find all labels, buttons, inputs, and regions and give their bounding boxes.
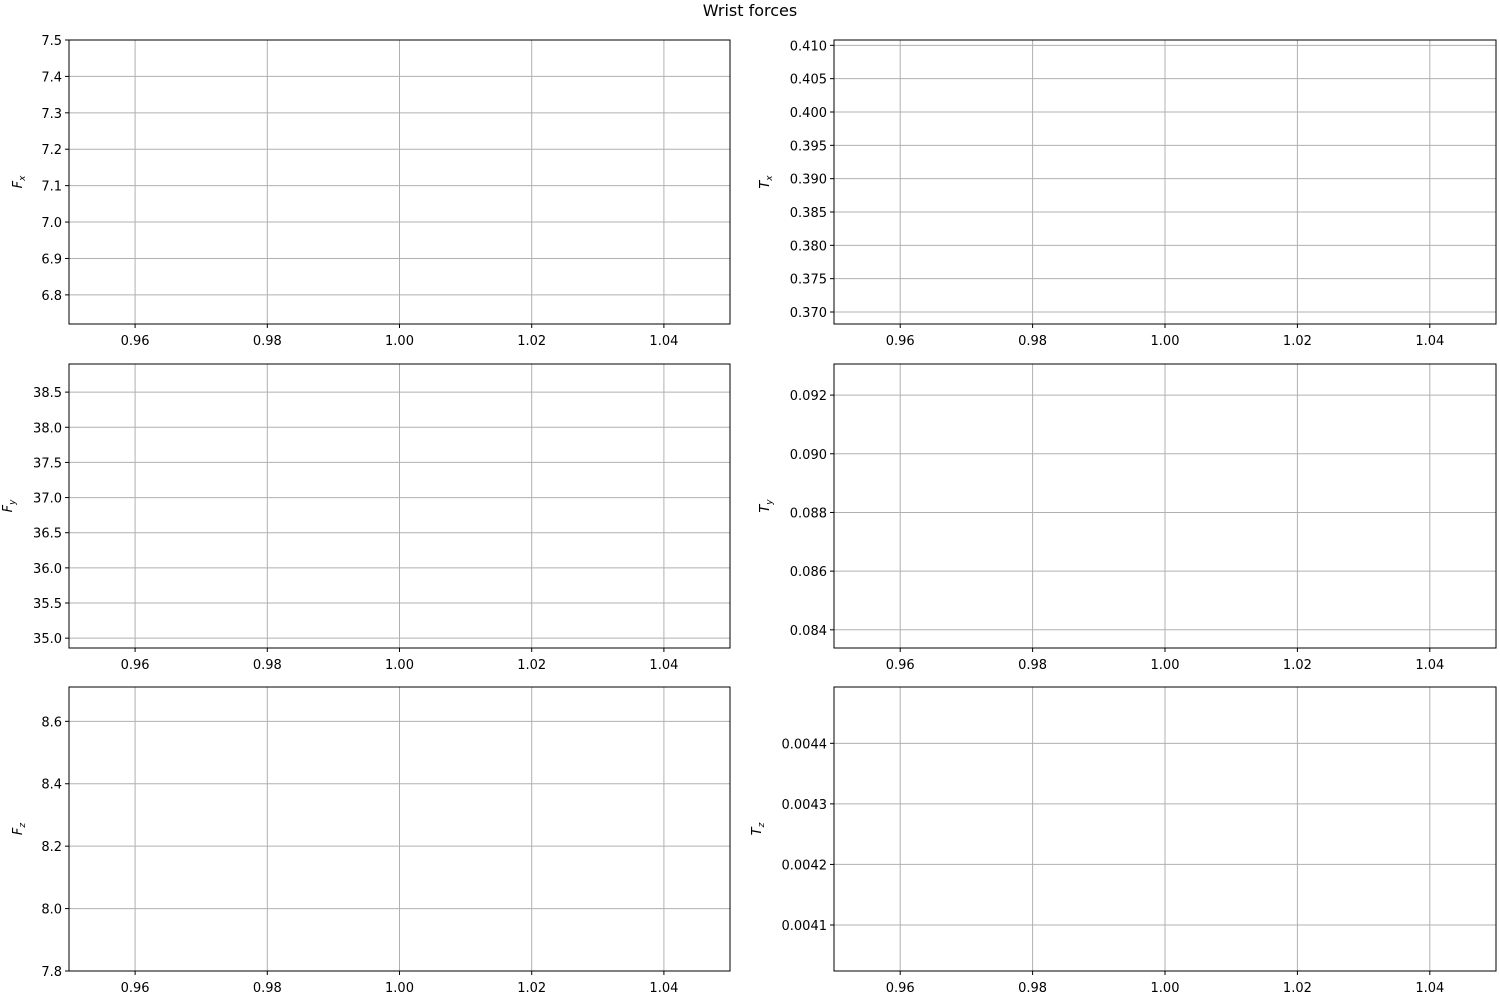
y-tick-label: 37.5	[33, 456, 62, 471]
x-tick-label: 1.00	[385, 334, 414, 349]
x-tick-label: 0.98	[1018, 981, 1047, 996]
y-tick-label: 8.0	[41, 903, 62, 918]
y-axis-label-base: T	[758, 180, 773, 189]
y-axis-label-base: F	[11, 180, 26, 188]
x-tick-label: 0.98	[1018, 658, 1047, 673]
y-tick-label: 6.8	[41, 289, 62, 304]
x-tick-label: 0.96	[886, 334, 915, 349]
x-tick-label: 1.04	[1415, 334, 1444, 349]
x-tick-label: 0.98	[1018, 334, 1047, 349]
x-tick-label: 1.04	[649, 334, 678, 349]
x-tick-label: 0.98	[253, 658, 282, 673]
y-tick-label: 0.410	[790, 39, 827, 54]
y-tick-label: 0.086	[790, 565, 827, 580]
y-axis-label: Ty	[758, 499, 775, 513]
y-tick-label: 0.380	[790, 239, 827, 254]
y-tick-label: 0.390	[790, 173, 827, 188]
y-tick-label: 6.9	[41, 252, 62, 267]
y-tick-label: 8.4	[41, 778, 62, 793]
y-axis-label-base: F	[1, 504, 16, 512]
y-tick-label: 38.0	[33, 421, 62, 436]
y-tick-label: 7.4	[41, 70, 62, 85]
x-tick-label: 0.96	[121, 981, 150, 996]
x-tick-label: 1.00	[385, 981, 414, 996]
y-tick-label: 0.395	[790, 139, 827, 154]
y-tick-label: 0.088	[790, 506, 827, 521]
y-axis-label-base: T	[758, 504, 773, 513]
x-tick-label: 0.96	[121, 334, 150, 349]
x-tick-label: 1.00	[1151, 658, 1180, 673]
y-axis-label-base: T	[750, 826, 765, 835]
x-tick-label: 0.96	[886, 658, 915, 673]
subplot-tx: 0.96 0.98 1.00 1.02 1.04 0.370 0.375 0.380 0.385…	[758, 39, 1497, 349]
y-axis-label-subscript: x	[18, 175, 28, 182]
y-tick-label: 0.092	[790, 389, 827, 404]
y-tick-label: 8.2	[41, 840, 62, 855]
x-tick-label: 1.04	[1415, 658, 1444, 673]
y-axis-label-subscript: x	[765, 175, 775, 182]
subplot-fy: 0.96 0.98 1.00 1.02 1.04 35.0 35.5 36.0 36.5 37.0…	[1, 363, 731, 673]
y-tick-label: 36.5	[33, 527, 62, 542]
x-tick-label: 1.02	[1283, 981, 1312, 996]
y-tick-label: 0.400	[790, 106, 827, 121]
x-tick-label: 1.00	[1151, 334, 1180, 349]
y-tick-label: 0.084	[790, 624, 827, 639]
y-tick-label: 35.5	[33, 597, 62, 612]
y-tick-label: 38.5	[33, 386, 62, 401]
y-tick-label: 7.2	[41, 143, 62, 158]
subplot-fz: 0.96 0.98 1.00 1.02 1.04 7.8 8.0 8.2 8.4 8.6 Fz	[11, 686, 731, 996]
y-axis-label: Fz	[11, 823, 28, 835]
y-axis-label-subscript: z	[757, 822, 767, 828]
y-tick-label: 0.0042	[782, 858, 828, 873]
x-tick-label: 1.00	[385, 658, 414, 673]
y-tick-label: 0.090	[790, 448, 827, 463]
y-axis-label: Fy	[1, 499, 18, 512]
y-tick-label: 0.0043	[782, 798, 828, 813]
x-tick-label: 1.04	[649, 981, 678, 996]
y-tick-label: 35.0	[33, 632, 62, 647]
y-tick-label: 0.0041	[782, 919, 828, 934]
figure-title: Wrist forces	[702, 1, 798, 20]
y-tick-label: 37.0	[33, 492, 62, 507]
y-axis-label-subscript: z	[18, 823, 28, 829]
y-axis-label-subscript: y	[8, 499, 18, 506]
subplot-tz: 0.96 0.98 1.00 1.02 1.04 0.0041 0.0042 0.0043 0.…	[750, 686, 1497, 996]
y-tick-label: 0.0044	[782, 737, 828, 752]
y-axis-label: Tz	[750, 822, 767, 835]
y-tick-label: 36.0	[33, 562, 62, 577]
y-tick-label: 8.6	[41, 715, 62, 730]
x-tick-label: 1.00	[1151, 981, 1180, 996]
y-tick-label: 7.0	[41, 216, 62, 231]
y-tick-label: 7.8	[41, 965, 62, 980]
y-axis-label-base: F	[11, 827, 26, 835]
y-tick-label: 0.385	[790, 206, 827, 221]
x-tick-label: 1.02	[1283, 658, 1312, 673]
y-tick-label: 0.405	[790, 73, 827, 88]
y-tick-label: 7.3	[41, 107, 62, 122]
x-tick-label: 0.96	[121, 658, 150, 673]
x-tick-label: 1.02	[517, 334, 546, 349]
x-tick-label: 1.02	[517, 981, 546, 996]
x-tick-label: 1.02	[517, 658, 546, 673]
x-tick-label: 1.04	[649, 658, 678, 673]
subplot-fx: 0.96 0.98 1.00 1.02 1.04 6.8 6.9 7.0 7.1 7.2 7.3 7.…	[11, 34, 731, 349]
y-axis-label: Tx	[758, 175, 775, 189]
y-axis-label-subscript: y	[765, 499, 775, 506]
y-axis-label: Fx	[11, 175, 28, 188]
x-tick-label: 1.02	[1283, 334, 1312, 349]
y-tick-label: 7.5	[41, 34, 62, 49]
y-tick-label: 0.375	[790, 273, 827, 288]
x-tick-label: 0.98	[253, 981, 282, 996]
y-tick-label: 0.370	[790, 306, 827, 321]
x-tick-label: 0.98	[253, 334, 282, 349]
y-tick-label: 7.1	[41, 180, 62, 195]
x-tick-label: 0.96	[886, 981, 915, 996]
subplot-ty: 0.96 0.98 1.00 1.02 1.04 0.084 0.086 0.088 0.090…	[758, 363, 1497, 673]
x-tick-label: 1.04	[1415, 981, 1444, 996]
